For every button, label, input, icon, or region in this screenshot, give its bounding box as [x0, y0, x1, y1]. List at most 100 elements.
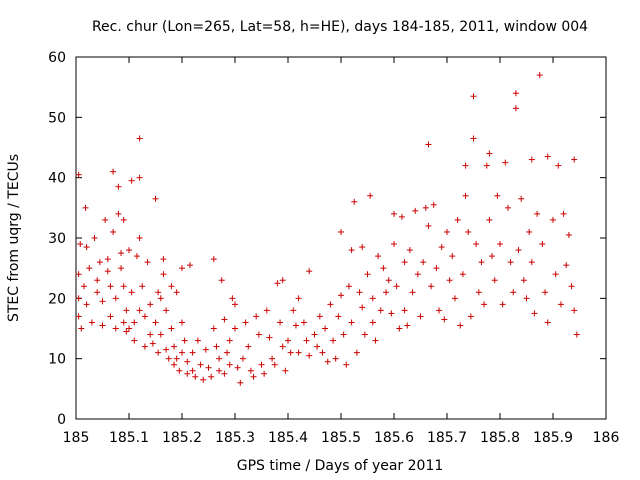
data-point — [343, 361, 350, 368]
data-point — [470, 93, 477, 100]
data-point — [478, 259, 485, 266]
data-point — [520, 277, 527, 284]
data-point — [157, 295, 164, 302]
data-point — [213, 343, 220, 350]
data-point — [242, 319, 249, 326]
data-point — [210, 256, 217, 263]
data-point — [542, 289, 549, 296]
data-point — [571, 307, 578, 314]
data-point — [83, 244, 90, 251]
data-point — [406, 247, 413, 254]
data-point — [436, 307, 443, 314]
data-point — [322, 325, 329, 332]
x-tick: 185.9 — [533, 57, 573, 446]
data-point — [263, 307, 270, 314]
data-point — [534, 210, 541, 217]
data-point — [269, 355, 276, 362]
data-point — [216, 367, 223, 374]
data-point — [277, 319, 284, 326]
data-point — [96, 259, 103, 266]
data-point — [481, 301, 488, 308]
data-point — [179, 349, 185, 356]
data-point — [224, 349, 231, 356]
x-tick-label: 185.5 — [321, 430, 361, 446]
data-point — [226, 361, 233, 368]
data-point — [300, 319, 307, 326]
y-tick: 60 — [48, 50, 606, 66]
data-point — [133, 253, 140, 260]
data-point — [486, 216, 493, 223]
data-point — [181, 337, 188, 344]
x-tick-label: 185 — [63, 430, 90, 446]
data-point — [152, 319, 159, 326]
data-point — [324, 358, 331, 365]
data-point — [91, 235, 98, 241]
data-point — [369, 319, 376, 326]
data-point — [557, 301, 564, 308]
data-point — [194, 337, 201, 344]
data-point — [88, 319, 95, 326]
y-tick-label: 10 — [48, 352, 66, 368]
data-point — [361, 331, 368, 338]
data-point — [128, 289, 135, 296]
data-point — [359, 304, 366, 311]
data-point — [539, 241, 546, 248]
data-point — [274, 280, 281, 287]
data-point — [568, 283, 575, 290]
x-tick-label: 185.2 — [162, 430, 202, 446]
data-point — [250, 373, 257, 380]
data-point — [446, 277, 453, 284]
y-axis-ticks: 0 10 20 30 40 50 60 — [48, 50, 606, 428]
data-point — [216, 355, 223, 362]
data-point — [491, 277, 498, 284]
data-point — [99, 298, 106, 305]
data-point — [94, 277, 101, 284]
data-point — [457, 322, 464, 329]
data-point — [266, 334, 273, 341]
data-point — [173, 355, 180, 362]
data-point — [486, 150, 493, 157]
x-tick: 185.7 — [427, 57, 467, 446]
data-points — [75, 72, 580, 386]
data-point — [221, 316, 228, 323]
data-point — [86, 265, 93, 272]
data-point — [441, 316, 448, 323]
x-tick-label: 185.3 — [215, 430, 255, 446]
data-point — [489, 253, 496, 260]
data-point — [165, 355, 172, 362]
data-point — [221, 370, 228, 377]
data-point — [160, 271, 167, 278]
data-point — [118, 265, 125, 272]
data-point — [82, 204, 89, 211]
data-point — [210, 325, 217, 332]
x-tick: 185.2 — [162, 57, 202, 446]
data-point — [422, 204, 429, 211]
data-point — [499, 301, 506, 308]
x-tick: 186 — [593, 57, 620, 446]
data-point — [271, 361, 278, 368]
data-point — [107, 313, 114, 320]
data-point — [218, 277, 225, 284]
data-point — [253, 313, 260, 320]
data-point — [147, 331, 154, 338]
data-point — [462, 162, 469, 169]
data-point — [396, 325, 403, 332]
x-tick-label: 185.6 — [374, 430, 414, 446]
y-tick-label: 0 — [57, 412, 66, 428]
y-axis-label: STEC from uqrg / TECUs — [6, 154, 22, 322]
y-tick: 30 — [48, 231, 606, 247]
data-point — [120, 216, 127, 223]
data-point — [467, 313, 474, 320]
data-point — [518, 195, 525, 202]
data-point — [515, 247, 522, 254]
data-point — [115, 210, 122, 217]
data-point — [120, 283, 127, 290]
data-point — [152, 195, 159, 202]
data-point — [425, 222, 432, 229]
data-point — [462, 192, 469, 199]
x-tick-label: 186 — [593, 430, 620, 446]
y-tick-label: 20 — [48, 291, 66, 307]
data-point — [438, 244, 445, 251]
data-point — [163, 346, 170, 353]
data-point — [507, 259, 514, 266]
